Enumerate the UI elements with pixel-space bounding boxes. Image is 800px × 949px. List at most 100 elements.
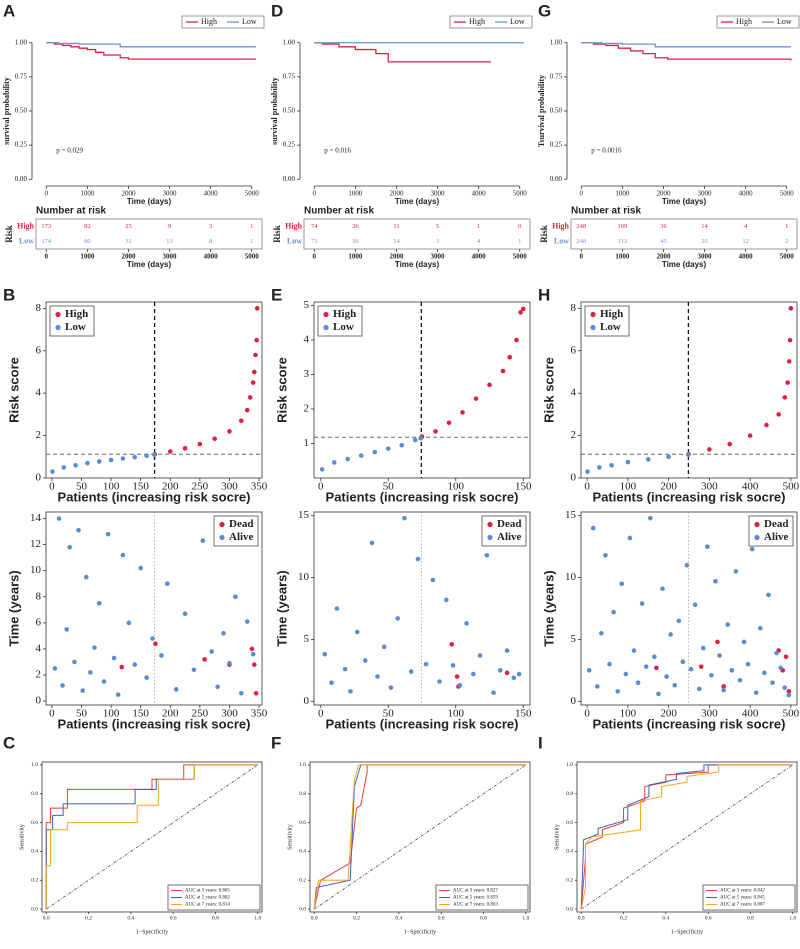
x-tick-label: 5000 xyxy=(513,253,528,261)
legend-swatch xyxy=(590,324,596,331)
point xyxy=(108,457,114,463)
x-axis-label: Patients (increasing risk socre) xyxy=(593,489,786,504)
y-tick-label: 0 xyxy=(571,472,577,484)
row-label: Low xyxy=(287,236,302,245)
point xyxy=(132,454,138,460)
panel-label: A xyxy=(3,1,15,20)
risk-count: 73 xyxy=(311,238,318,245)
point xyxy=(776,412,781,417)
plot-frame xyxy=(309,761,531,913)
y-axis-label: Time (years) xyxy=(541,570,556,646)
risk-count: 3 xyxy=(209,223,212,230)
point xyxy=(586,668,592,673)
legend-box xyxy=(584,305,630,337)
x-tick-label: 1000 xyxy=(615,190,630,198)
risk-count: 36 xyxy=(352,238,359,245)
reference-diagonal xyxy=(46,764,258,910)
y-axis-label: Tsurvival probability xyxy=(537,75,546,147)
y-tick-label: 3 xyxy=(304,368,310,380)
legend-swatch xyxy=(487,534,493,541)
roc-curve xyxy=(580,764,793,910)
legend-box xyxy=(449,15,533,29)
point xyxy=(705,544,710,549)
risk-count: 173 xyxy=(41,223,51,230)
point xyxy=(654,665,659,671)
survival-curve xyxy=(581,42,792,61)
point xyxy=(252,662,257,667)
x-tick-label: 0.4 xyxy=(395,915,402,921)
x-tick-label: 3000 xyxy=(163,190,178,198)
point xyxy=(415,556,421,562)
x-tick-label: 300 xyxy=(221,708,238,720)
point xyxy=(182,446,188,451)
point xyxy=(381,644,387,650)
point xyxy=(247,395,253,400)
point xyxy=(487,382,492,388)
x-tick-label: 0 xyxy=(313,253,317,261)
x-tick-label: 1000 xyxy=(80,190,95,198)
point xyxy=(745,661,751,667)
x-tick-label: 1000 xyxy=(348,190,363,198)
point xyxy=(786,359,792,364)
point xyxy=(785,380,790,385)
point xyxy=(635,680,641,686)
legend-box xyxy=(49,305,95,337)
point xyxy=(498,668,503,673)
point xyxy=(664,674,669,679)
x-tick-label: 2000 xyxy=(389,190,404,198)
point xyxy=(334,606,340,611)
x-tick-label: 0.2 xyxy=(85,915,92,921)
x-tick-label: 150 xyxy=(515,708,532,720)
point xyxy=(167,449,173,454)
y-tick-label: 10 xyxy=(298,571,310,583)
y-tick-label: 8 xyxy=(36,590,42,602)
point xyxy=(590,525,596,531)
point xyxy=(643,664,649,669)
point xyxy=(516,671,522,677)
point xyxy=(782,395,788,400)
legend-label: AUC at 5 years: 0.845 xyxy=(720,896,765,901)
x-tick-label: 300 xyxy=(221,481,238,493)
row-label: Low xyxy=(554,236,569,245)
risk-count: 14 xyxy=(701,223,708,230)
x-tick-label: 0.4 xyxy=(127,915,134,921)
point xyxy=(597,465,602,470)
panel-label: E xyxy=(271,285,282,304)
legend-box xyxy=(167,884,261,911)
x-tick-label: 1000 xyxy=(615,253,630,261)
point xyxy=(758,625,763,631)
legend-label: AUC at 5 years: 0.859 xyxy=(453,896,498,901)
x-tick-label: 0 xyxy=(584,708,590,720)
point xyxy=(599,630,604,636)
survival-curve xyxy=(46,42,256,48)
panel-label: D xyxy=(271,1,283,20)
point xyxy=(111,655,117,661)
point xyxy=(747,433,753,438)
table-title: Number at risk xyxy=(36,206,106,217)
y-tick-label: 8 xyxy=(571,302,577,314)
legend-swatch xyxy=(323,311,329,318)
x-tick-label: 0 xyxy=(313,190,317,198)
y-tick-label: 1 xyxy=(304,437,310,449)
x-tick-label: 100 xyxy=(103,481,120,493)
x-tick-label: 0.2 xyxy=(620,915,627,921)
x-tick-label: 0 xyxy=(584,481,590,493)
risk-count: 174 xyxy=(41,238,52,245)
point xyxy=(250,380,256,385)
point xyxy=(647,515,653,521)
x-axis-label: 1−Specificity xyxy=(671,928,703,935)
point xyxy=(721,684,726,689)
plot-frame xyxy=(313,301,531,479)
plot-frame xyxy=(41,761,263,913)
point xyxy=(354,629,360,635)
x-tick-label: 0 xyxy=(318,708,324,720)
point xyxy=(625,459,631,465)
y-tick-label: 0.4 xyxy=(31,849,38,855)
point xyxy=(423,661,429,667)
panel-label: C xyxy=(3,733,15,752)
y-tick-label: 10 xyxy=(565,571,577,583)
point xyxy=(50,469,55,474)
y-axis-label: Risk xyxy=(272,225,282,243)
point xyxy=(778,665,783,671)
risk-count: 1 xyxy=(250,223,253,230)
